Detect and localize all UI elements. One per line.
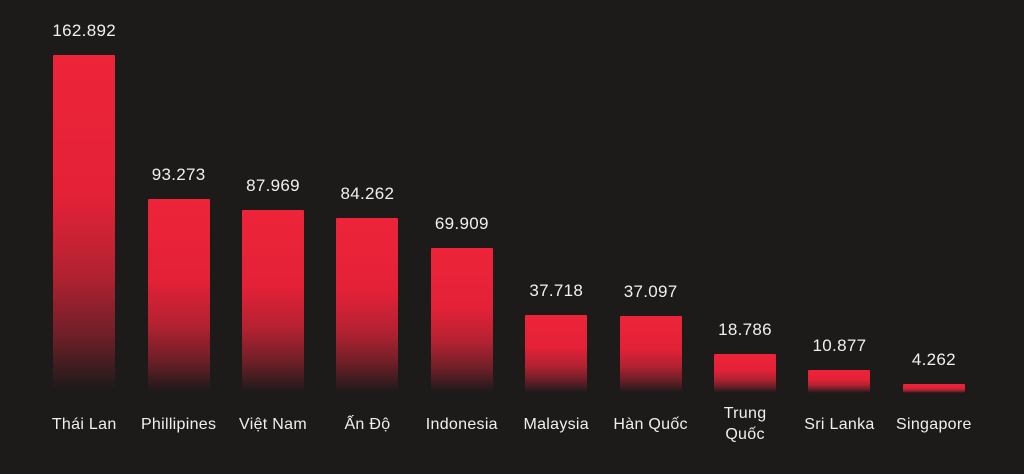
bar-value-label: 18.786 xyxy=(718,320,772,339)
bar-plot: 93.273 xyxy=(131,0,225,393)
bar-column: 18.786 Trung Quốc xyxy=(698,0,792,474)
bar xyxy=(147,199,210,393)
bar-value-label: 87.969 xyxy=(246,176,300,195)
plot-area: 162.892 Thái Lan 93.273 Phillipines 87.9… xyxy=(37,0,981,474)
bar-plot: 37.097 xyxy=(603,0,697,393)
bar-plot: 4.262 xyxy=(887,0,981,393)
bar xyxy=(242,210,305,393)
bar-plot: 162.892 xyxy=(37,0,131,393)
bar xyxy=(53,55,116,393)
category-label-wrap: Phillipines xyxy=(131,393,225,455)
bar xyxy=(336,218,399,393)
bar xyxy=(808,370,871,393)
bar-column: 4.262 Singapore xyxy=(887,0,981,474)
bar-column: 84.262 Ấn Độ xyxy=(320,0,414,474)
category-label-wrap: Việt Nam xyxy=(226,393,320,455)
category-label: Việt Nam xyxy=(239,415,307,433)
bar-value-label: 84.262 xyxy=(340,184,395,203)
bar-plot: 69.909 xyxy=(415,0,509,393)
bar-column: 10.877 Sri Lanka xyxy=(792,0,886,474)
bar-plot: 10.877 xyxy=(792,0,886,393)
bar-value-label: 69.909 xyxy=(434,214,489,233)
category-label-wrap: Sri Lanka xyxy=(792,393,886,455)
category-label-wrap: Malaysia xyxy=(509,393,603,455)
bar-column: 69.909 Indonesia xyxy=(415,0,509,474)
bar-value-label: 37.718 xyxy=(529,281,584,300)
bar-plot: 84.262 xyxy=(320,0,414,393)
bar-value-label: 10.877 xyxy=(812,336,867,355)
category-label: Phillipines xyxy=(140,415,217,433)
bar-column: 87.969 Việt Nam xyxy=(226,0,320,474)
category-label-wrap: Hàn Quốc xyxy=(603,393,697,455)
category-label: Hàn Quốc xyxy=(613,415,688,433)
bar-value-label: 93.273 xyxy=(151,165,206,184)
category-label-wrap: Trung Quốc xyxy=(698,393,792,455)
category-label: Sri Lanka xyxy=(804,415,875,433)
category-label: Singapore xyxy=(896,415,972,433)
category-label: Malaysia xyxy=(523,415,589,433)
bar-plot: 87.969 xyxy=(226,0,320,393)
bar-value-label: 162.892 xyxy=(52,21,116,40)
bar-value-label: 4.262 xyxy=(911,350,956,369)
category-label-wrap: Ấn Độ xyxy=(320,393,414,455)
bar-plot: 18.786 xyxy=(698,0,792,393)
category-label: Ấn Độ xyxy=(344,415,391,433)
bar xyxy=(619,316,682,393)
category-label-wrap: Indonesia xyxy=(415,393,509,455)
bar xyxy=(430,248,493,393)
bar xyxy=(525,315,588,393)
bar-column: 37.718 Malaysia xyxy=(509,0,603,474)
category-label-wrap: Singapore xyxy=(887,393,981,455)
bar xyxy=(714,354,777,393)
category-label: Indonesia xyxy=(425,415,498,433)
category-label: Thái Lan xyxy=(51,415,117,433)
bar-column: 162.892 Thái Lan xyxy=(37,0,131,474)
bar-column: 93.273 Phillipines xyxy=(131,0,225,474)
category-label: Trung Quốc xyxy=(723,405,767,443)
bar-value-label: 37.097 xyxy=(623,282,678,301)
bar-plot: 37.718 xyxy=(509,0,603,393)
category-label-wrap: Thái Lan xyxy=(37,393,131,455)
bar-column: 37.097 Hàn Quốc xyxy=(603,0,697,474)
bar xyxy=(902,384,965,393)
